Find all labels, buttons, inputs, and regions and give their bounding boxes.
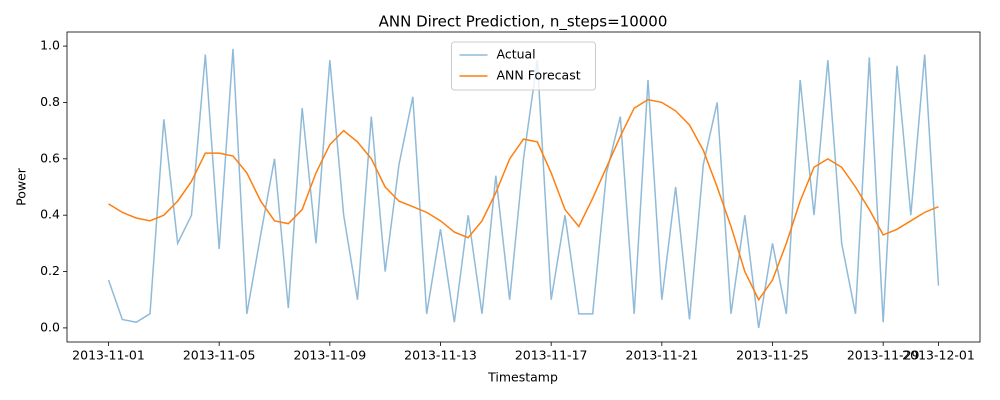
x-tick-label: 2013-11-17 [515,348,588,363]
x-tick-label: 2013-11-29 [847,348,920,363]
x-tick-label: 2013-11-05 [183,348,256,363]
x-tick-label: 2013-11-09 [294,348,367,363]
x-axis-label: Timestamp [487,370,558,385]
x-tick-label: 2013-11-13 [404,348,477,363]
legend-label: ANN Forecast [497,68,581,83]
y-tick-label: 0.0 [40,319,60,334]
legend-box [451,41,596,91]
y-tick-label: 0.6 [40,150,60,165]
legend: Actual ANN Forecast [451,41,596,91]
series-line [108,98,939,302]
x-tick-label: 2013-11-01 [72,348,145,363]
y-axis-label: Power [14,167,29,206]
x-tick-label: 2013-11-25 [736,348,809,363]
chart-title: ANN Direct Prediction, n_steps=10000 [379,13,668,32]
y-tick-label: 1.0 [40,38,60,53]
axes-frame [66,31,981,343]
x-tick-label: 2013-11-21 [626,348,699,363]
y-tick-label: 0.2 [40,263,60,278]
y-tick-label: 0.8 [40,94,60,109]
x-tick-label: 2013-12-01 [902,348,975,363]
series-line [107,48,940,329]
y-tick-label: 0.4 [40,207,60,222]
legend-label: Actual [497,47,536,62]
